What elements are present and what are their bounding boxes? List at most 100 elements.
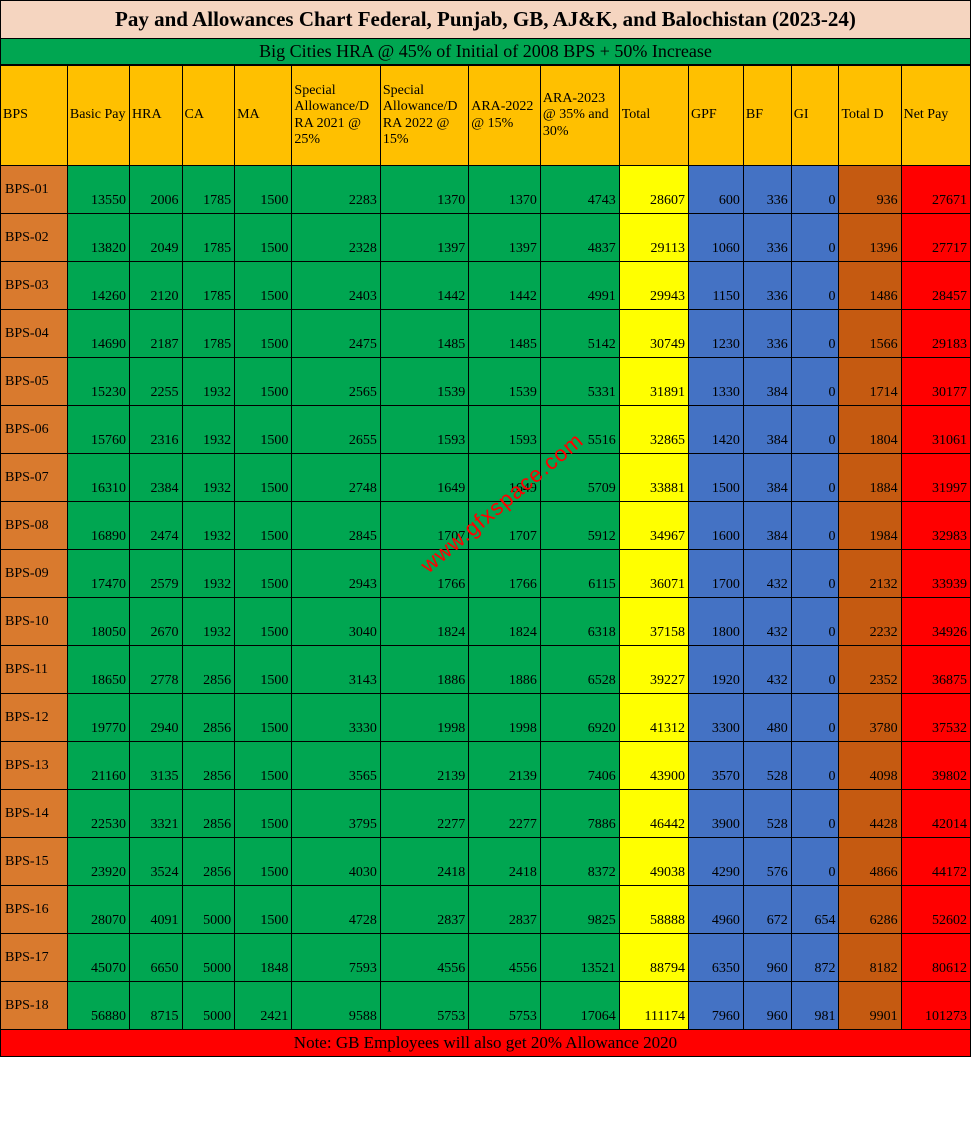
cell-gi: 0 — [791, 694, 839, 742]
cell-bf: 960 — [743, 934, 791, 982]
cell-basic: 19770 — [67, 694, 129, 742]
table-row: BPS-121977029402856150033301998199869204… — [1, 694, 971, 742]
cell-bf: 528 — [743, 790, 791, 838]
cell-basic: 22530 — [67, 790, 129, 838]
cell-bf: 336 — [743, 262, 791, 310]
cell-ca: 1932 — [182, 406, 235, 454]
cell-ara22: 2837 — [469, 886, 541, 934]
cell-sa21: 2475 — [292, 310, 380, 358]
cell-ara23: 4837 — [540, 214, 619, 262]
cell-gpf: 6350 — [688, 934, 743, 982]
cell-hra: 2940 — [130, 694, 183, 742]
cell-bps: BPS-09 — [1, 550, 68, 598]
cell-ca: 1785 — [182, 262, 235, 310]
cell-sa22: 1593 — [380, 406, 468, 454]
cell-basic: 23920 — [67, 838, 129, 886]
cell-gi: 0 — [791, 166, 839, 214]
table-row: BPS-101805026701932150030401824182463183… — [1, 598, 971, 646]
cell-bps: BPS-04 — [1, 310, 68, 358]
cell-hra: 2006 — [130, 166, 183, 214]
cell-ara23: 4991 — [540, 262, 619, 310]
cell-total: 29943 — [619, 262, 688, 310]
cell-ma: 1500 — [235, 838, 292, 886]
cell-ara22: 1593 — [469, 406, 541, 454]
cell-net: 29183 — [901, 310, 970, 358]
cell-ara22: 2277 — [469, 790, 541, 838]
cell-total: 30749 — [619, 310, 688, 358]
table-row: BPS-091747025791932150029431766176661153… — [1, 550, 971, 598]
header-row: BPS Basic Pay HRA CA MA Special Allowanc… — [1, 66, 971, 166]
pay-table: BPS Basic Pay HRA CA MA Special Allowanc… — [0, 65, 971, 1030]
cell-gi: 0 — [791, 550, 839, 598]
cell-sa21: 2283 — [292, 166, 380, 214]
cell-total: 49038 — [619, 838, 688, 886]
cell-td: 1566 — [839, 310, 901, 358]
cell-sa22: 1998 — [380, 694, 468, 742]
header-gi: GI — [791, 66, 839, 166]
cell-bps: BPS-06 — [1, 406, 68, 454]
cell-ara22: 1886 — [469, 646, 541, 694]
cell-net: 27671 — [901, 166, 970, 214]
cell-hra: 6650 — [130, 934, 183, 982]
cell-gi: 0 — [791, 406, 839, 454]
table-row: BPS-174507066505000184875934556455613521… — [1, 934, 971, 982]
cell-sa21: 3040 — [292, 598, 380, 646]
cell-sa22: 1442 — [380, 262, 468, 310]
cell-sa21: 2943 — [292, 550, 380, 598]
table-row: BPS-081689024741932150028451707170759123… — [1, 502, 971, 550]
cell-sa21: 2328 — [292, 214, 380, 262]
cell-ara23: 6318 — [540, 598, 619, 646]
cell-basic: 14260 — [67, 262, 129, 310]
cell-gpf: 1800 — [688, 598, 743, 646]
cell-net: 30177 — [901, 358, 970, 406]
header-ara22: ARA-2022 @ 15% — [469, 66, 541, 166]
cell-sa21: 2565 — [292, 358, 380, 406]
cell-gi: 872 — [791, 934, 839, 982]
cell-ara22: 1707 — [469, 502, 541, 550]
cell-gpf: 1150 — [688, 262, 743, 310]
cell-gi: 0 — [791, 646, 839, 694]
cell-basic: 18650 — [67, 646, 129, 694]
cell-ara22: 1485 — [469, 310, 541, 358]
cell-ma: 1500 — [235, 406, 292, 454]
cell-total: 46442 — [619, 790, 688, 838]
cell-ca: 2856 — [182, 838, 235, 886]
page-subtitle: Big Cities HRA @ 45% of Initial of 2008 … — [0, 39, 971, 65]
cell-bps: BPS-10 — [1, 598, 68, 646]
cell-gpf: 1500 — [688, 454, 743, 502]
cell-ara23: 9825 — [540, 886, 619, 934]
header-sa22: Special Allowance/DRA 2022 @ 15% — [380, 66, 468, 166]
cell-ara22: 1998 — [469, 694, 541, 742]
cell-gpf: 3300 — [688, 694, 743, 742]
cell-sa22: 1370 — [380, 166, 468, 214]
cell-hra: 3321 — [130, 790, 183, 838]
cell-net: 31061 — [901, 406, 970, 454]
cell-gpf: 1230 — [688, 310, 743, 358]
cell-td: 4866 — [839, 838, 901, 886]
cell-hra: 4091 — [130, 886, 183, 934]
cell-gpf: 1920 — [688, 646, 743, 694]
cell-net: 36875 — [901, 646, 970, 694]
cell-td: 1804 — [839, 406, 901, 454]
cell-total: 36071 — [619, 550, 688, 598]
cell-ara22: 5753 — [469, 982, 541, 1030]
cell-sa22: 1824 — [380, 598, 468, 646]
cell-bf: 384 — [743, 454, 791, 502]
cell-ara23: 6115 — [540, 550, 619, 598]
cell-basic: 16890 — [67, 502, 129, 550]
header-sa21: Special Allowance/DRA 2021 @ 25% — [292, 66, 380, 166]
cell-sa21: 3795 — [292, 790, 380, 838]
header-basic: Basic Pay — [67, 66, 129, 166]
header-bps: BPS — [1, 66, 68, 166]
cell-sa21: 2845 — [292, 502, 380, 550]
table-row: BPS-031426021201785150024031442144249912… — [1, 262, 971, 310]
cell-td: 1486 — [839, 262, 901, 310]
cell-gpf: 600 — [688, 166, 743, 214]
cell-ma: 1500 — [235, 502, 292, 550]
table-row: BPS-132116031352856150035652139213974064… — [1, 742, 971, 790]
cell-ca: 2856 — [182, 790, 235, 838]
cell-bps: BPS-16 — [1, 886, 68, 934]
cell-gi: 0 — [791, 358, 839, 406]
cell-sa21: 3565 — [292, 742, 380, 790]
cell-gi: 0 — [791, 454, 839, 502]
